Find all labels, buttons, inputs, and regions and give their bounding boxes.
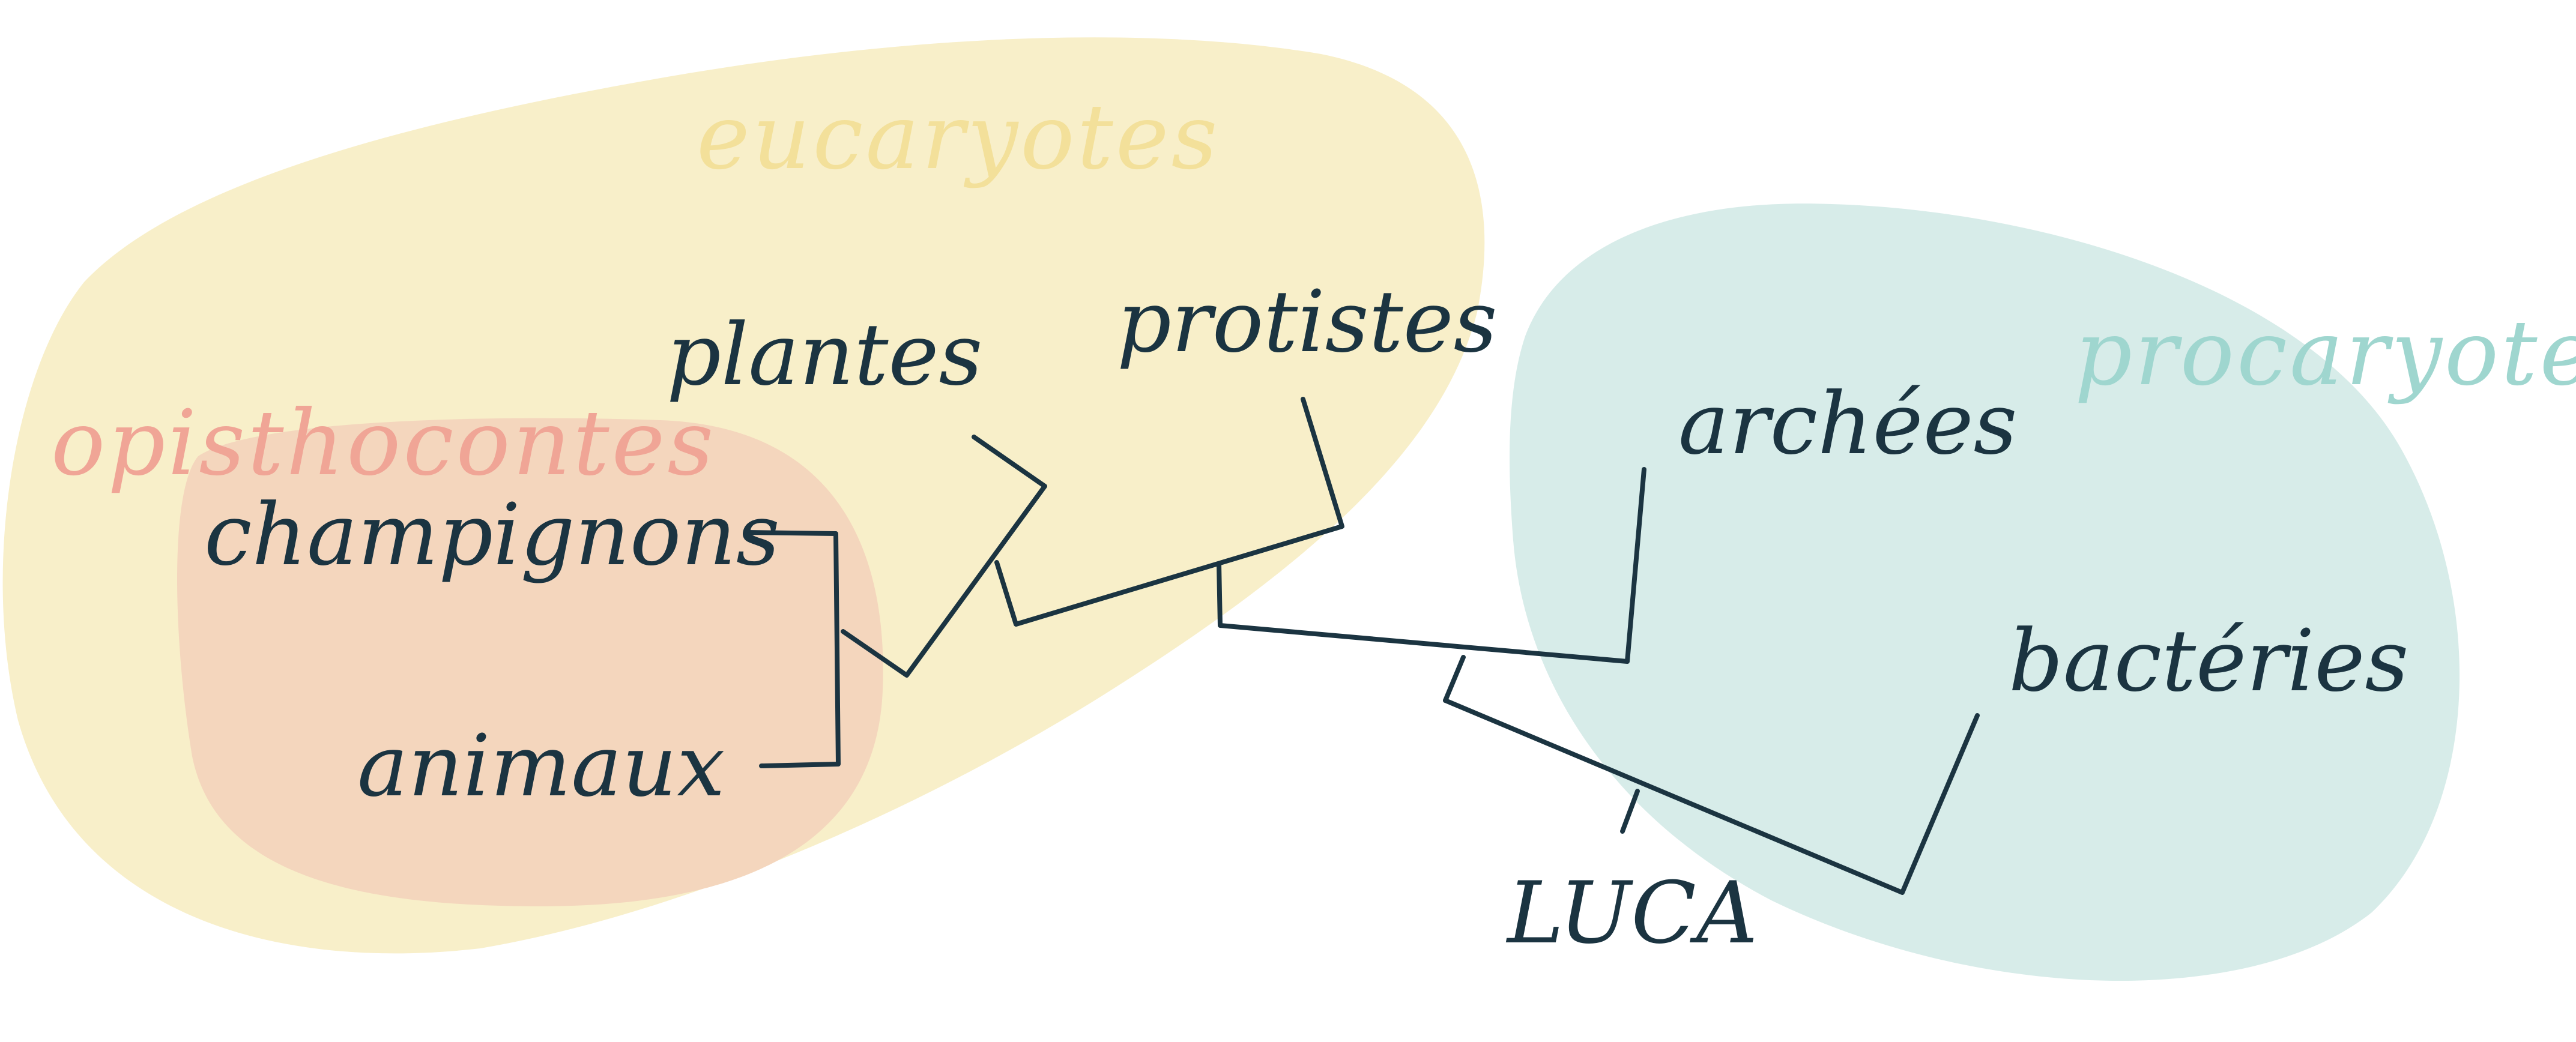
opisthocontes-label: opisthocontes (51, 391, 716, 496)
branch-opisthocontes-clade (745, 530, 841, 768)
procaryotes-region (1510, 203, 2460, 981)
eucaryotes-label: eucaryotes (697, 85, 1220, 190)
taxon-protistes: protistes (1117, 273, 1498, 372)
taxon-champignons: champignons (204, 486, 780, 585)
branch-luca (1620, 789, 1640, 834)
branch-root-stem (1443, 655, 1466, 703)
taxon-animaux: animaux (357, 717, 725, 816)
branch-opisthocontes-stem (841, 435, 1047, 678)
branch-root (1443, 698, 1980, 895)
taxon-plantes: plantes (667, 306, 982, 405)
procaryotes-label: procaryotes (2075, 301, 2576, 406)
opisthocontes-region (177, 418, 883, 906)
tree-branches (745, 397, 1980, 895)
taxon-bacteries: bactéries (2009, 612, 2408, 711)
branch-eucaryotes-node (994, 397, 1344, 627)
branch-archees-node (1217, 467, 1646, 664)
taxon-archees: archées (1678, 375, 2017, 474)
taxon-luca: LUCA (1505, 864, 1758, 963)
